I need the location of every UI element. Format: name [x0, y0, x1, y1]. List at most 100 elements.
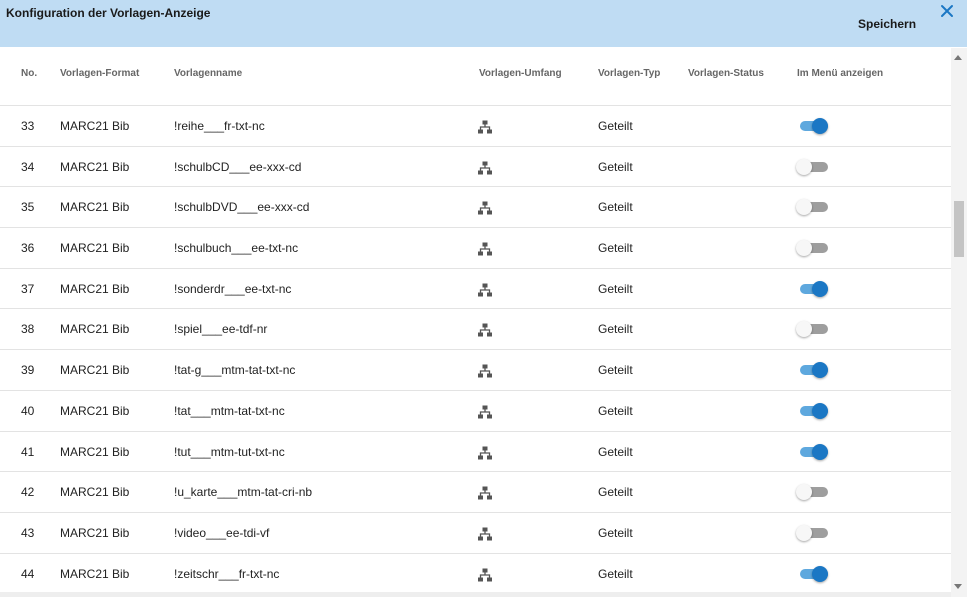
row-type: Geteilt	[598, 281, 633, 296]
hierarchy-icon	[478, 120, 492, 137]
show-in-menu-toggle[interactable]	[796, 402, 830, 419]
table-row[interactable]: 39 MARC21 Bib !tat-g___mtm-tat-txt-nc Getei…	[0, 350, 951, 391]
row-format: MARC21 Bib	[60, 566, 130, 581]
hierarchy-icon	[478, 364, 492, 381]
row-number: 38	[21, 322, 35, 337]
row-format: MARC21 Bib	[60, 322, 130, 337]
row-format: MARC21 Bib	[60, 485, 130, 500]
table-row[interactable]: 37 MARC21 Bib !sonderdr___ee-txt-nc Geteilt	[0, 269, 951, 310]
toggle-knob	[812, 118, 828, 134]
show-in-menu-toggle[interactable]	[796, 443, 830, 460]
row-number: 39	[21, 363, 35, 378]
table-row[interactable]: 40 MARC21 Bib !tat___mtm-tat-txt-nc Geteilt	[0, 391, 951, 432]
row-template-name: !schulbuch___ee-txt-nc	[174, 241, 299, 256]
row-type: Geteilt	[598, 119, 633, 133]
hierarchy-icon	[478, 568, 492, 585]
show-in-menu-toggle[interactable]	[796, 565, 830, 582]
row-number: 34	[21, 159, 35, 174]
hierarchy-icon	[478, 283, 492, 300]
row-number: 42	[21, 485, 35, 500]
table-row[interactable]: 34 MARC21 Bib !schulbCD___ee-xxx-cd Geteilt	[0, 147, 951, 188]
row-format: MARC21 Bib	[60, 403, 130, 418]
header-divider	[0, 105, 951, 106]
toggle-track	[800, 243, 828, 254]
column-header-no[interactable]: No.	[21, 68, 38, 79]
row-type: Geteilt	[598, 322, 633, 337]
toggle-track	[800, 324, 828, 335]
vertical-scrollbar[interactable]	[951, 48, 967, 597]
table-row[interactable]: 41 MARC21 Bib !tut___mtm-tut-txt-nc Geteilt	[0, 432, 951, 473]
toggle-track	[800, 487, 828, 498]
column-header-status[interactable]: Vorlagen-Status	[688, 68, 764, 79]
save-button[interactable]: Speichern	[858, 17, 917, 31]
horizontal-scrollbar[interactable]	[0, 592, 951, 597]
row-number: 41	[21, 444, 35, 459]
table-row[interactable]: 33 MARC21 Bib !reihe___fr-txt-nc Geteilt	[0, 106, 951, 147]
toggle-knob	[796, 321, 812, 338]
toggle-knob	[812, 565, 828, 582]
row-type: Geteilt	[598, 485, 633, 500]
row-template-name: !reihe___fr-txt-nc	[174, 119, 265, 133]
table-row[interactable]: 44 MARC21 Bib !zeitschr___fr-txt-nc Geteilt	[0, 554, 951, 595]
toggle-knob	[812, 402, 828, 419]
row-number: 44	[21, 566, 35, 581]
row-format: MARC21 Bib	[60, 200, 130, 215]
row-number: 33	[21, 119, 35, 133]
row-number: 35	[21, 200, 35, 215]
column-header-menu[interactable]: Im Menü anzeigen	[797, 68, 884, 79]
table-row[interactable]: 43 MARC21 Bib !video___ee-tdi-vf Geteilt	[0, 513, 951, 554]
scrollbar-thumb[interactable]	[954, 201, 964, 257]
toggle-knob	[796, 484, 812, 501]
row-number: 36	[21, 241, 35, 256]
table-row[interactable]: 35 MARC21 Bib !schulbDVD___ee-xxx-cd Geteil…	[0, 187, 951, 229]
row-template-name: !tut___mtm-tut-txt-nc	[174, 444, 285, 459]
template-table-body: 33 MARC21 Bib !reihe___fr-txt-nc Geteilt 34 M…	[0, 106, 951, 595]
row-template-name: !tat-g___mtm-tat-txt-nc	[174, 363, 296, 378]
show-in-menu-toggle[interactable]	[796, 158, 830, 175]
toggle-knob	[796, 199, 812, 216]
scroll-down-arrow-icon[interactable]	[954, 584, 962, 589]
row-format: MARC21 Bib	[60, 281, 130, 296]
show-in-menu-toggle[interactable]	[796, 362, 830, 379]
row-format: MARC21 Bib	[60, 363, 130, 378]
toggle-knob	[796, 524, 812, 541]
row-template-name: !video___ee-tdi-vf	[174, 525, 270, 540]
toggle-knob	[796, 240, 812, 257]
toggle-track	[800, 527, 828, 538]
dialog-title: Konfiguration der Vorlagen-Anzeige	[6, 6, 211, 20]
show-in-menu-toggle[interactable]	[796, 199, 830, 216]
table-row[interactable]: 38 MARC21 Bib !spiel___ee-tdf-nr Geteilt	[0, 309, 951, 351]
table-row[interactable]: 36 MARC21 Bib !schulbuch___ee-txt-nc Geteil…	[0, 228, 951, 269]
column-header-format[interactable]: Vorlagen-Format	[60, 68, 140, 79]
row-type: Geteilt	[598, 363, 633, 378]
row-type: Geteilt	[598, 525, 633, 540]
show-in-menu-toggle[interactable]	[796, 240, 830, 257]
scroll-up-arrow-icon[interactable]	[954, 55, 962, 60]
hierarchy-icon	[478, 486, 492, 503]
hierarchy-icon	[478, 527, 492, 544]
column-header-scope[interactable]: Vorlagen-Umfang	[479, 68, 562, 79]
toggle-knob	[812, 443, 828, 460]
table-row[interactable]: 42 MARC21 Bib !u_karte___mtm-tat-cri-nb Get…	[0, 472, 951, 513]
row-type: Geteilt	[598, 444, 633, 459]
row-template-name: !u_karte___mtm-tat-cri-nb	[174, 485, 313, 500]
row-format: MARC21 Bib	[60, 159, 130, 174]
close-icon[interactable]	[938, 2, 956, 20]
row-format: MARC21 Bib	[60, 241, 130, 256]
column-header-type[interactable]: Vorlagen-Typ	[598, 68, 661, 79]
row-type: Geteilt	[598, 566, 633, 581]
hierarchy-icon	[478, 161, 492, 178]
show-in-menu-toggle[interactable]	[796, 280, 830, 297]
row-number: 43	[21, 525, 35, 540]
show-in-menu-toggle[interactable]	[796, 524, 830, 541]
row-template-name: !sonderdr___ee-txt-nc	[174, 281, 292, 296]
show-in-menu-toggle[interactable]	[796, 321, 830, 338]
hierarchy-icon	[478, 201, 492, 218]
column-header-name[interactable]: Vorlagenname	[174, 68, 243, 79]
show-in-menu-toggle[interactable]	[796, 484, 830, 501]
row-type: Geteilt	[598, 159, 633, 174]
dialog-header: Konfiguration der Vorlagen-Anzeige Speic…	[0, 0, 967, 47]
show-in-menu-toggle[interactable]	[796, 118, 830, 134]
row-type: Geteilt	[598, 403, 633, 418]
row-number: 40	[21, 403, 35, 418]
